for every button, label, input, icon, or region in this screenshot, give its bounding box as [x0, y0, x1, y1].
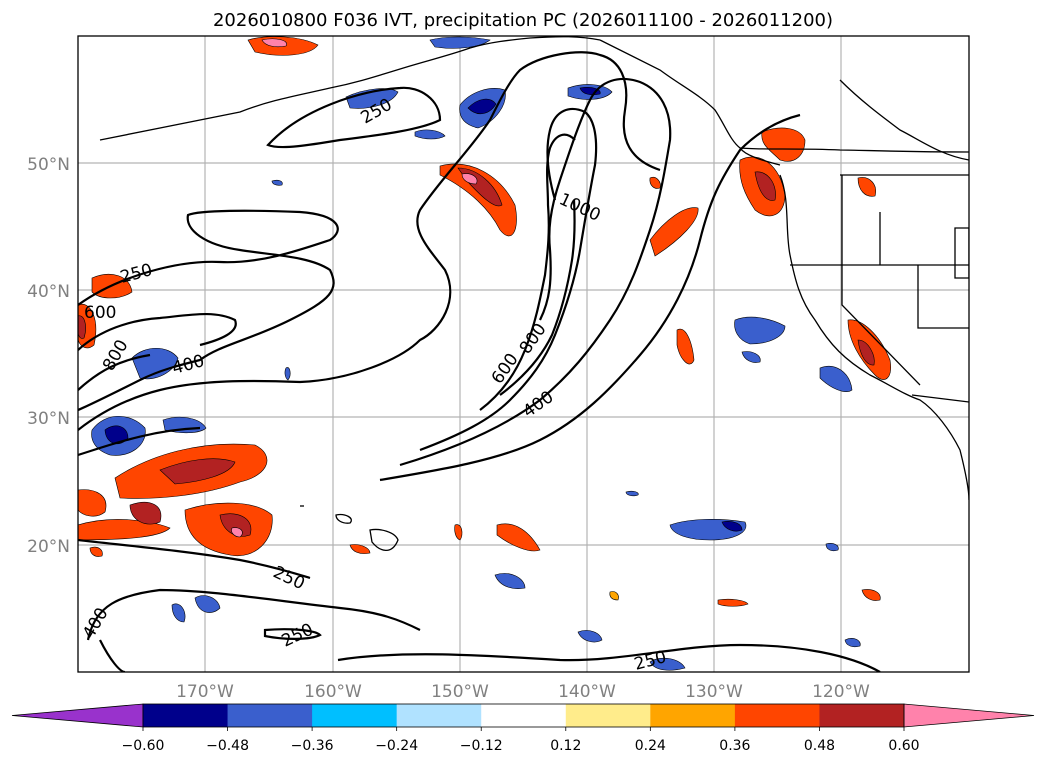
- colorbar-segment: [481, 704, 567, 727]
- colorbar-segment: [734, 704, 820, 727]
- colorbar-ticks: −0.60 −0.48 −0.36 −0.24 −0.12 0.12 0.24 0.36 0.4…: [122, 727, 920, 754]
- lat-label: 50°N: [27, 155, 70, 175]
- lon-label: 150°W: [431, 682, 489, 702]
- colorbar-tick-label: 0.36: [719, 738, 750, 754]
- lat-label: 20°N: [27, 537, 70, 557]
- lat-label: 30°N: [27, 409, 70, 429]
- latitude-labels: 50°N 40°N 30°N 20°N: [27, 155, 70, 557]
- colorbar-segment: [143, 704, 229, 727]
- colorbar-extend-high: [903, 703, 1035, 728]
- colorbar-segment: [650, 704, 736, 727]
- contour-label: 600: [84, 303, 116, 323]
- colorbar-frame: [142, 703, 905, 728]
- ivt-contours: [78, 51, 881, 672]
- coastlines: [99, 36, 969, 552]
- lon-label: 120°W: [812, 682, 870, 702]
- lat-label: 40°N: [27, 282, 70, 302]
- lon-label: 130°W: [685, 682, 743, 702]
- colorbar-segment: [312, 704, 398, 727]
- colorbar-tick-label: −0.60: [122, 738, 165, 754]
- colorbar-tick-label: −0.36: [291, 738, 334, 754]
- colorbar-segment: [565, 704, 651, 727]
- colorbar-segment: [819, 704, 905, 727]
- colorbar-tick-label: 0.12: [550, 738, 581, 754]
- longitude-labels: 170°W 160°W 150°W 140°W 130°W 120°W: [176, 682, 870, 702]
- colorbar-tick-label: 0.60: [888, 738, 919, 754]
- map-frame: [77, 35, 970, 673]
- colorbar-tick-label: 0.24: [635, 738, 666, 754]
- lon-label: 140°W: [558, 682, 616, 702]
- colorbar-segment: [227, 704, 313, 727]
- colorbar-segments: [11, 703, 1035, 728]
- lon-label: 160°W: [304, 682, 362, 702]
- colorbar-tick-label: 0.48: [804, 738, 835, 754]
- colorbar-tick-label: −0.12: [460, 738, 503, 754]
- colorbar: −0.60 −0.48 −0.36 −0.24 −0.12 0.12 0.24 0.36 0.4…: [11, 703, 1035, 754]
- figure-title: 2026010800 F036 IVT, precipitation PC (2…: [213, 10, 833, 31]
- colorbar-tick-label: −0.48: [206, 738, 249, 754]
- colorbar-segment: [396, 704, 482, 727]
- colorbar-extend-low: [11, 703, 144, 728]
- lon-label: 170°W: [176, 682, 234, 702]
- colorbar-tick-label: −0.24: [375, 738, 418, 754]
- map-panel: 250 250 600 800 400 1000 600 800 400 250…: [27, 35, 970, 702]
